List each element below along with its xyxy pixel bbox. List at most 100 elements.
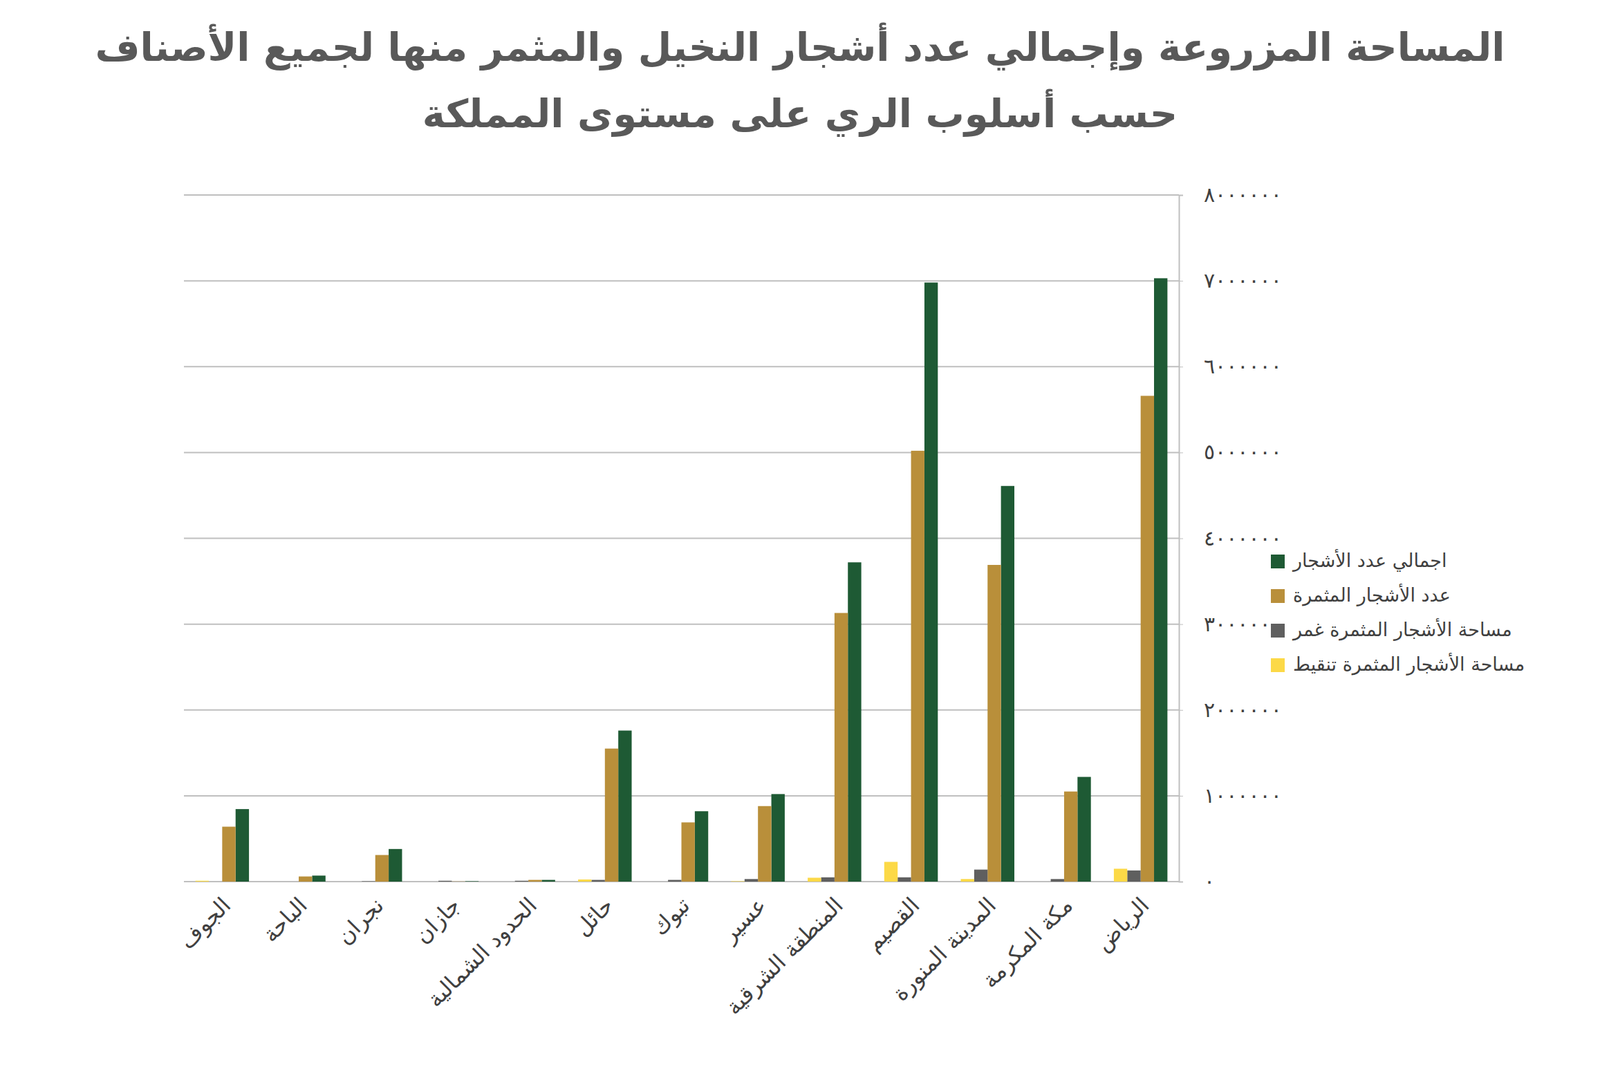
- bar: [694, 811, 709, 882]
- y-tick: ٣٠٠٠٠٠٠: [1178, 611, 1282, 637]
- series: [235, 277, 1168, 882]
- bar: [821, 877, 835, 882]
- y-tick-label: ٢٠٠٠٠٠٠: [1203, 697, 1282, 722]
- x-tick-label: نجران: [331, 891, 389, 950]
- y-tick: ٠: [1178, 869, 1215, 894]
- y-tick: ٢٠٠٠٠٠٠: [1178, 697, 1282, 722]
- y-tick-label: ٥٠٠٠٠٠٠: [1203, 439, 1282, 464]
- grid: [183, 194, 1179, 882]
- x-axis: الجوفالباحةنجرانجازانالحدود الشماليةحائل…: [173, 891, 1155, 1020]
- bar: [578, 879, 592, 882]
- bar: [807, 877, 821, 882]
- legend-label: مساحة الأشجار المثمرة غمر: [1291, 617, 1513, 641]
- legend: اجمالي عدد الأشجار عدد الأشجار المثمرة مسا…: [1270, 548, 1525, 676]
- bar: [438, 880, 452, 882]
- legend-label: عدد الأشجار المثمرة: [1292, 582, 1451, 607]
- y-axis: ٠١٠٠٠٠٠٠٢٠٠٠٠٠٠٣٠٠٠٠٠٠٤٠٠٠٠٠٠٥٠٠٠٠٠٠٦٠٠٠…: [1178, 182, 1282, 894]
- legend-swatch: [1270, 658, 1285, 673]
- legend-swatch: [1270, 589, 1285, 603]
- bar: [911, 450, 925, 882]
- x-tick-label: تبوك: [646, 891, 695, 941]
- series: [195, 861, 1128, 882]
- y-tick: ٦٠٠٠٠٠٠: [1178, 354, 1282, 379]
- bar: [605, 748, 619, 882]
- title-line: المساحة المزروعة وإجمالي عدد أشجار النخي…: [95, 22, 1506, 71]
- bar: [757, 806, 771, 882]
- x-tick-label: عسير: [715, 891, 772, 948]
- bar: [1037, 881, 1051, 883]
- bar: [1001, 486, 1015, 882]
- bar: [528, 880, 542, 882]
- x-tick-label: الحدود الشمالية: [421, 891, 543, 1013]
- bar: [847, 562, 861, 882]
- grid-line: [183, 795, 1179, 797]
- legend-item: مساحة الأشجار المثمرة غمر: [1270, 617, 1513, 641]
- bar: [1064, 791, 1078, 882]
- y-tick-mark: [1178, 538, 1184, 540]
- bar: [884, 861, 898, 882]
- bar: [271, 881, 285, 883]
- y-tick-label: ٣٠٠٠٠٠٠: [1203, 611, 1282, 637]
- x-tick-label: جازان: [409, 891, 467, 949]
- bar: [961, 878, 975, 882]
- y-tick-mark: [1178, 710, 1184, 711]
- x-tick-label: حائل: [569, 891, 619, 942]
- bar: [1113, 868, 1128, 882]
- y-tick: ٤٠٠٠٠٠٠: [1178, 526, 1282, 551]
- grid-line: [183, 623, 1179, 626]
- bar: [618, 730, 632, 882]
- legend-swatch: [1270, 623, 1285, 638]
- y-tick: ٥٠٠٠٠٠٠: [1178, 439, 1282, 464]
- y-tick-mark: [1178, 624, 1184, 626]
- chart: المساحة المزروعة وإجمالي عدد أشجار النخي…: [0, 0, 1600, 1069]
- bar: [501, 881, 515, 883]
- y-tick-label: ٨٠٠٠٠٠٠: [1203, 182, 1282, 207]
- bar: [744, 878, 758, 882]
- legend-label: مساحة الأشجار المثمرة تنقيط: [1292, 652, 1525, 676]
- grid-line: [183, 365, 1179, 368]
- y-tick-mark: [1178, 452, 1184, 453]
- title-line: حسب أسلوب الري على مستوى المملكة: [422, 88, 1178, 137]
- bar: [311, 875, 325, 882]
- bar: [388, 849, 402, 882]
- bar: [1077, 777, 1091, 882]
- grid-line: [183, 280, 1179, 282]
- x-tick-label: المدينة المنورة: [887, 891, 1002, 1007]
- bar: [897, 877, 911, 882]
- bar: [515, 880, 529, 882]
- y-tick-mark: [1178, 280, 1184, 282]
- bar: [451, 880, 465, 882]
- legend-item: اجمالي عدد الأشجار: [1270, 548, 1447, 572]
- bar: [667, 880, 682, 882]
- grid-line: [183, 537, 1179, 540]
- y-tick-mark: [1178, 194, 1184, 196]
- bars: [195, 277, 1168, 882]
- x-tick-label: الرياض: [1089, 891, 1155, 957]
- x-tick-label: الجوف: [173, 891, 236, 955]
- bar: [1154, 277, 1168, 882]
- bar: [425, 881, 439, 883]
- y-tick-mark: [1178, 881, 1184, 883]
- bar: [221, 826, 236, 882]
- y-tick-mark: [1178, 795, 1184, 797]
- x-tick-label: المنطقة الشرقية: [720, 891, 849, 1020]
- grid-line: [183, 194, 1179, 196]
- bar: [465, 880, 479, 882]
- bar: [208, 881, 222, 883]
- bar: [987, 564, 1001, 882]
- bar: [298, 876, 312, 882]
- bar: [924, 282, 938, 882]
- y-tick-label: ٤٠٠٠٠٠٠: [1203, 526, 1282, 551]
- bar: [375, 855, 389, 882]
- title: المساحة المزروعة وإجمالي عدد أشجار النخي…: [95, 22, 1506, 137]
- bar: [1127, 870, 1141, 882]
- legend-item: مساحة الأشجار المثمرة تنقيط: [1270, 652, 1525, 676]
- bar: [771, 793, 785, 882]
- series: [361, 869, 1141, 882]
- bar: [654, 881, 668, 883]
- legend-label: اجمالي عدد الأشجار: [1291, 548, 1447, 572]
- bar: [591, 880, 605, 882]
- bar: [1050, 878, 1065, 882]
- bar: [834, 612, 848, 882]
- bar: [541, 880, 555, 882]
